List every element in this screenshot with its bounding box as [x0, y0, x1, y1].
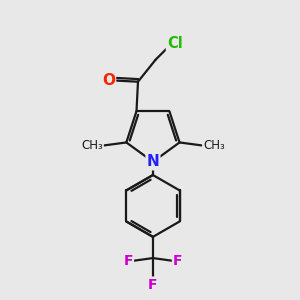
- Text: F: F: [148, 278, 158, 292]
- Text: N: N: [147, 154, 159, 169]
- Text: CH₃: CH₃: [203, 139, 225, 152]
- Text: F: F: [124, 254, 133, 268]
- Text: F: F: [173, 254, 182, 268]
- Text: O: O: [102, 73, 115, 88]
- Text: CH₃: CH₃: [81, 139, 103, 152]
- Text: Cl: Cl: [167, 36, 183, 51]
